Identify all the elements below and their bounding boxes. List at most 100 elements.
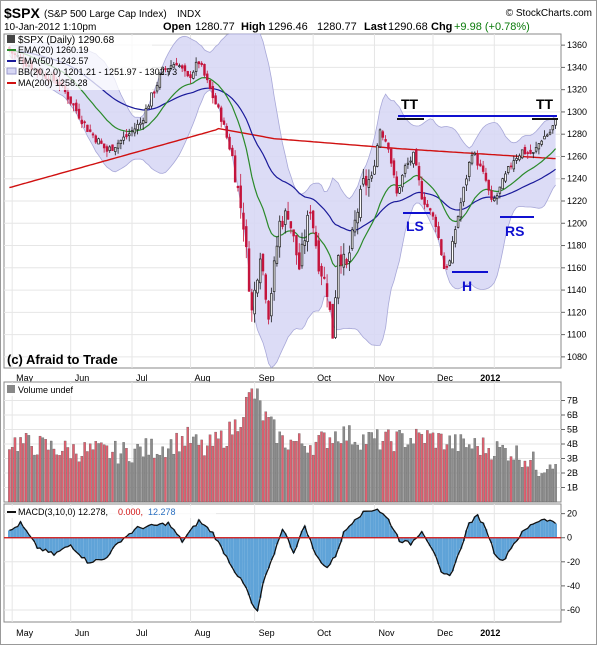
macd-hist-bar (442, 537, 446, 574)
volume-bar (58, 455, 61, 503)
candle (529, 144, 532, 155)
volume-tick-label: 4B (567, 439, 578, 449)
macd-hist-bar (97, 537, 100, 560)
candle (498, 186, 502, 199)
macd-hist-bar (473, 516, 477, 538)
volume-bar (155, 453, 159, 503)
macd-hist-bar (465, 530, 468, 538)
macd-hist-bar (537, 521, 541, 538)
candle (309, 205, 312, 220)
candle (362, 168, 365, 187)
candle (183, 63, 187, 77)
volume-bar (289, 439, 293, 503)
macd-hist-bar (150, 524, 153, 538)
macd-hist-bar (77, 537, 81, 555)
month-label: Oct (317, 373, 332, 383)
month-label: Dec (437, 373, 454, 383)
candle (158, 72, 162, 90)
candle (272, 256, 276, 301)
macd-hist-bar (228, 537, 231, 564)
candle (451, 236, 454, 264)
candle (356, 208, 359, 235)
macd-hist-bar (272, 537, 276, 555)
macd-hist-bar (437, 537, 440, 565)
macd-hist-bar (526, 528, 530, 538)
brand-logo[interactable]: © StockCharts.com (506, 8, 592, 19)
macd-hist-bar (116, 537, 120, 543)
volume-bar (186, 426, 189, 503)
candle (236, 185, 240, 192)
volume-bar (119, 453, 123, 503)
candle (139, 117, 142, 130)
candle (543, 130, 546, 140)
price-tick-label: 1120 (567, 307, 586, 317)
candle (130, 126, 134, 137)
macd-hist-bar (60, 537, 64, 550)
price-tick-label: 1100 (567, 330, 586, 340)
volume-bar (94, 441, 98, 503)
volume-bar (208, 434, 212, 503)
volume-bar (225, 446, 229, 503)
volume-tick-label: 1B (567, 483, 578, 493)
volume-bar (178, 451, 181, 503)
macd-hist-bar (504, 537, 507, 559)
candle (306, 210, 309, 252)
candle (194, 57, 198, 76)
candle (384, 135, 387, 143)
volume-bar (543, 472, 546, 503)
macd-hist-bar (10, 529, 14, 538)
volume-bar (462, 438, 465, 503)
candle (275, 236, 279, 267)
volume-bar (30, 446, 33, 503)
volume-bar (470, 448, 474, 503)
volume-bar (52, 448, 56, 503)
macd-grid (4, 504, 561, 622)
macd-hist-bar (512, 537, 516, 544)
volume-bar (125, 448, 128, 503)
volume-bar (150, 438, 153, 503)
candle (437, 221, 440, 240)
volume-bar (217, 438, 220, 503)
month-label: Oct (317, 628, 332, 638)
macd-hist-bar (55, 537, 59, 553)
macd-hist-bar (540, 519, 544, 538)
macd-hist-bar (322, 537, 326, 566)
month-label: Sep (259, 628, 275, 638)
candle (350, 226, 354, 251)
candle (337, 254, 340, 305)
macd-hist-bar (412, 537, 415, 541)
volume-bar (136, 443, 139, 503)
candle (526, 150, 529, 159)
volume-bar (203, 455, 206, 503)
candle (114, 147, 117, 156)
ls-label: LS (406, 218, 424, 234)
macd-hist-bar (439, 537, 443, 573)
macd-hist-bar (52, 537, 56, 556)
macd-hist-bar (520, 531, 524, 538)
volume-bar (520, 467, 524, 503)
candle (281, 216, 284, 230)
volume-bar (395, 431, 398, 503)
candle (495, 192, 499, 205)
macd-hist-bar (381, 513, 385, 538)
macd-hist-bar (169, 527, 173, 538)
candle (468, 161, 471, 182)
volume-bar (323, 432, 326, 503)
ma200-line (9, 127, 556, 189)
macd-hist-bar (166, 522, 170, 538)
macd-plot-area (3, 503, 562, 623)
macd-tick-label: -40 (567, 581, 580, 591)
volume-panel: 1B 2B 3B 4B 5B 6B 7B Volume undef (3, 381, 578, 503)
volume-bar (548, 464, 552, 503)
macd-hist-bar (398, 537, 401, 542)
volume-bar (75, 453, 78, 503)
macd-hist-bar (370, 511, 374, 538)
macd-hist-bar (138, 527, 142, 538)
volume-bar (362, 434, 365, 503)
volume-y-axis: 1B 2B 3B 4B 5B 6B 7B (561, 396, 578, 493)
candle (172, 62, 176, 68)
candle (111, 144, 114, 151)
price-x-axis: May Jun Jul Aug Sep Oct Nov Dec 2012 (16, 373, 500, 383)
volume-bar (219, 430, 223, 503)
price-tick-label: 1240 (567, 174, 587, 184)
